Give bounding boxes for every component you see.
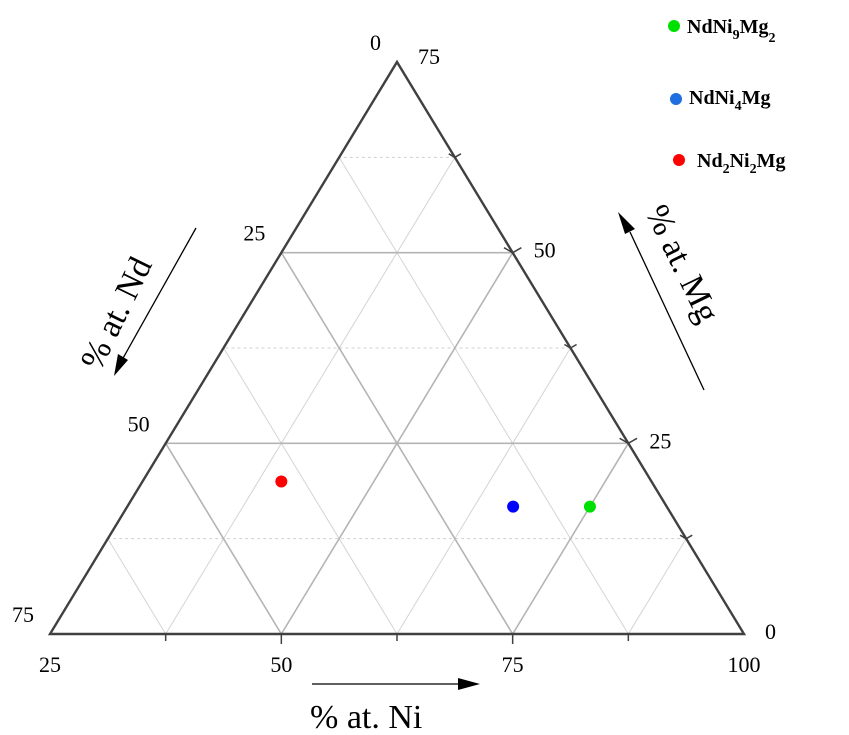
major-grid (166, 253, 629, 634)
legend-marker-nd2ni2mg (673, 154, 685, 166)
axis-title-ni: % at. Ni (310, 699, 422, 735)
grid-line-nd-minor (339, 157, 628, 634)
arrow-ni (312, 678, 480, 690)
tick-label-ni: 25 (39, 652, 61, 677)
legend-item-ndni4mg: NdNi4Mg (670, 87, 770, 114)
tick-label-ni: 50 (270, 652, 292, 677)
legend-text: Mg (757, 150, 786, 172)
legend-sub: 4 (735, 99, 742, 114)
legend-sub: 2 (750, 162, 757, 177)
tick-label-mg: 75 (418, 44, 440, 69)
tick-label-mg: 25 (649, 428, 671, 453)
tick-mg (513, 248, 522, 253)
triangle-frame (50, 62, 744, 634)
legend-sub: 2 (723, 162, 730, 177)
data-point (584, 501, 596, 513)
grid-line-ni-minor (166, 157, 455, 634)
legend-text: Mg (742, 87, 771, 109)
grid-line-nd-minor (224, 348, 398, 634)
legend-sub: 2 (768, 31, 775, 46)
legend-sub: 9 (733, 28, 740, 43)
svg-text:Nd2Ni2Mg: Nd2Ni2Mg (697, 150, 785, 177)
axis-title-mg: % at. Mg (638, 199, 726, 328)
svg-text:NdNi4Mg: NdNi4Mg (689, 87, 770, 114)
legend-text: Ni (730, 150, 750, 172)
tick-mg (571, 345, 577, 349)
tick-label-nd: 25 (243, 221, 265, 246)
legend-text: NdNi (687, 16, 733, 38)
grid-line-ni-minor (397, 348, 571, 634)
tick-label-nd: 75 (12, 602, 34, 627)
tick-mg (686, 535, 692, 539)
legend: NdNi9Mg2 NdNi4Mg Nd2Ni2Mg (668, 16, 785, 177)
tick-label-mg: 50 (534, 238, 556, 263)
data-point (507, 501, 519, 513)
tick-label-nd: 50 (128, 411, 150, 436)
triangle-border (50, 62, 744, 634)
tick-label-ni: 75 (502, 652, 524, 677)
axis-title-nd: % at. Nd (74, 252, 160, 376)
tick-label-nd: 0 (370, 30, 381, 55)
data-point (275, 475, 287, 487)
grid-line-nd-minor (108, 539, 166, 634)
legend-text: Mg (740, 16, 769, 38)
grid-line-ni-minor (628, 539, 686, 634)
tick-mg (628, 438, 637, 443)
tick-label-mg: 0 (765, 619, 776, 644)
legend-item-ndni9mg2: NdNi9Mg2 (668, 16, 775, 46)
legend-marker-ndni4mg (670, 93, 682, 105)
legend-item-nd2ni2mg: Nd2Ni2Mg (673, 150, 785, 177)
legend-marker-ndni9mg2 (668, 20, 680, 32)
tick-label-ni: 100 (728, 652, 761, 677)
legend-text: NdNi (689, 87, 735, 109)
legend-text: Nd (697, 150, 723, 172)
svg-text:NdNi9Mg2: NdNi9Mg2 (687, 16, 775, 46)
tick-mg (455, 154, 461, 158)
